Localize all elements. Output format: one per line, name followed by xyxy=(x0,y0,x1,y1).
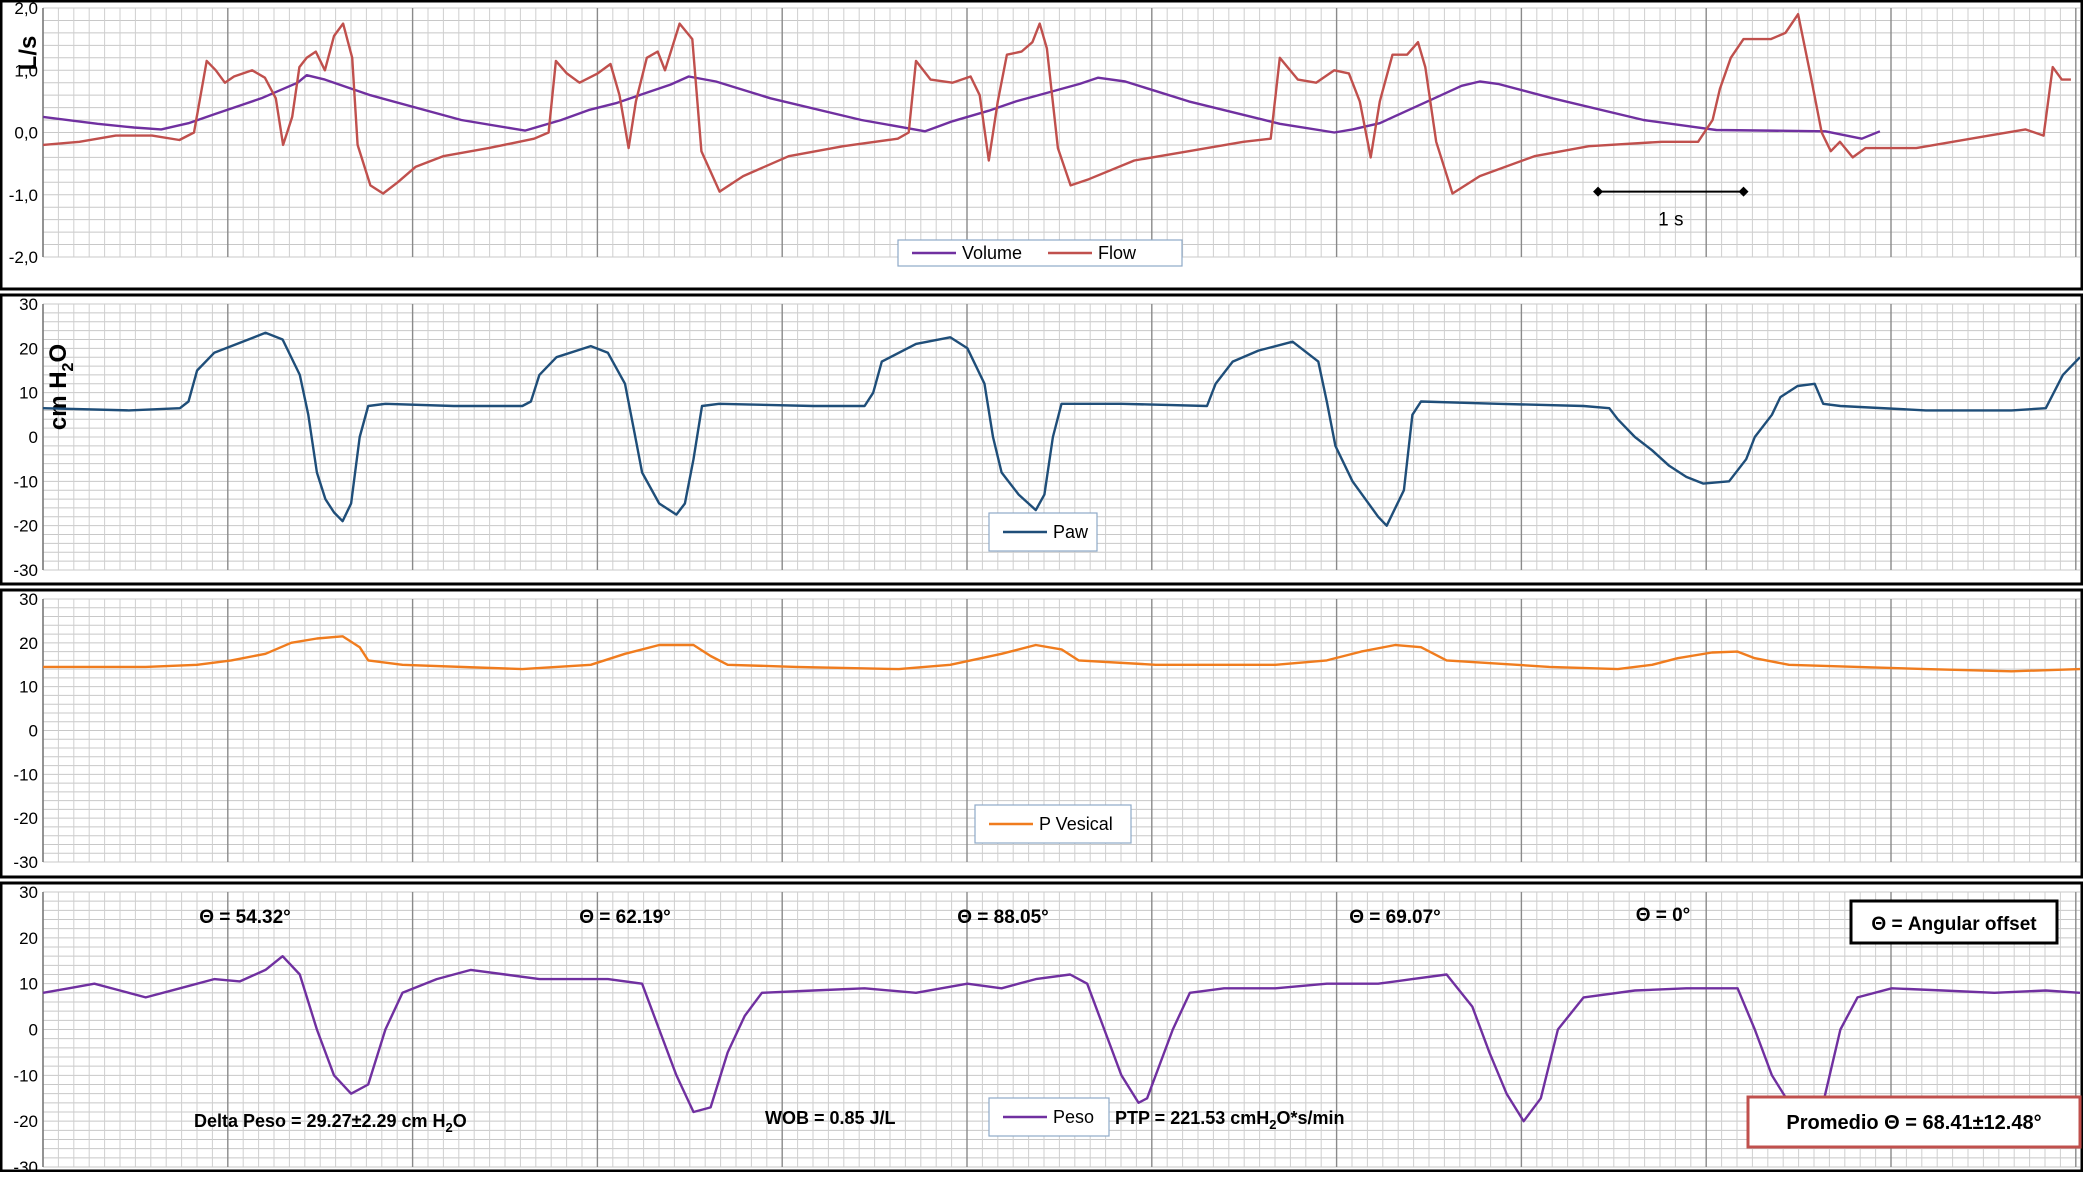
legend-2: Paw xyxy=(988,512,1098,552)
theta-label-1: Θ = 54.32° xyxy=(199,907,291,928)
y-tick-label: -30 xyxy=(13,561,38,580)
legend-label: Flow xyxy=(1098,243,1137,263)
y-tick-label: -30 xyxy=(13,1158,38,1172)
delta-peso-subscript: 2 xyxy=(446,1120,453,1135)
y-tick-label: -10 xyxy=(13,472,38,491)
legend-label: Paw xyxy=(1053,522,1089,542)
ptp-label: PTP = 221.53 cmH2O*s/min xyxy=(1115,1108,1345,1132)
theta-label-4: Θ = 69.07° xyxy=(1349,907,1441,928)
scale-bar-label: 1 s xyxy=(1658,210,1683,231)
y-axis-title-tail: O xyxy=(45,344,72,363)
chart-panel-4: 30 20 10 0 -10 -20 -30 Peso xyxy=(0,881,2083,1177)
y-axis-title: L/s xyxy=(15,36,42,71)
legend-label: Volume xyxy=(962,243,1022,263)
delta-peso-tail: O xyxy=(453,1111,467,1131)
legend-label: Peso xyxy=(1053,1107,1094,1127)
delta-peso-main: Delta Peso = 29.27±2.29 cm H xyxy=(194,1111,446,1131)
y-tick-label: 20 xyxy=(19,929,38,948)
y-tick-label: 10 xyxy=(19,384,38,403)
y-tick-label: -20 xyxy=(13,809,38,828)
y-axis-title: cm H2O xyxy=(45,344,77,430)
y-tick-label: -20 xyxy=(13,1112,38,1131)
annotations-group: Θ = 54.32° Θ = 62.19° Θ = 88.05° Θ = 69.… xyxy=(194,899,2082,1149)
y-tick-label: 30 xyxy=(19,295,38,314)
series-line-p-vesical xyxy=(43,635,2080,673)
y-tick-label: -10 xyxy=(13,1066,38,1085)
y-tick-label: 0 xyxy=(29,1021,38,1040)
scale-bar-end-marker xyxy=(1593,186,1604,197)
y-tick-label: 20 xyxy=(19,339,38,358)
y-tick-label: 0,0 xyxy=(14,124,38,143)
y-tick-label: -20 xyxy=(13,517,38,536)
legend-label: P Vesical xyxy=(1039,814,1113,834)
y-tick-label: -30 xyxy=(13,853,38,872)
series-line-peso xyxy=(43,955,2080,1123)
grid-2 xyxy=(42,303,2080,571)
y-tick-label: 30 xyxy=(19,590,38,609)
angular-offset-box xyxy=(1849,899,2059,945)
series-line-paw xyxy=(43,331,2080,527)
y-tick-label: 20 xyxy=(19,634,38,653)
y-tick-label: -1,0 xyxy=(9,186,38,205)
chart-panel-2: 30 20 10 0 -10 -20 -30 cm H2O Paw xyxy=(0,293,2083,586)
ptp-subscript: 2 xyxy=(1269,1117,1276,1132)
y-axis-title-main: cm H xyxy=(45,371,72,430)
theta-label-2: Θ = 62.19° xyxy=(579,907,671,928)
scale-bar-end-marker xyxy=(1738,186,1749,197)
legend-3: P Vesical xyxy=(974,804,1132,844)
series-line-flow xyxy=(43,13,2071,195)
y-tick-label: 0 xyxy=(29,428,38,447)
chart-panel-3: 30 20 10 0 -10 -20 -30 P Vesical xyxy=(0,588,2083,879)
legend-4: Peso xyxy=(988,1097,1110,1137)
y-tick-label: 30 xyxy=(19,883,38,902)
theta-label-3: Θ = 88.05° xyxy=(957,907,1049,928)
promedio-box xyxy=(1746,1095,2082,1149)
y-tick-label: 0 xyxy=(29,722,38,741)
chart-panel-1: 2,0 1,0 0,0 -1,0 -2,0 L/s 1 s Volume Flow xyxy=(0,0,2083,291)
y-axis-title-sub: 2 xyxy=(60,362,77,371)
promedio-label: Promedio Θ = 68.41±12.48° xyxy=(1786,1112,2041,1134)
legend-1: Volume Flow xyxy=(897,239,1183,267)
ptp-main: PTP = 221.53 cmH xyxy=(1115,1108,1269,1128)
ptp-tail: O*s/min xyxy=(1277,1108,1345,1128)
y-tick-label: 10 xyxy=(19,975,38,994)
delta-peso-label: Delta Peso = 29.27±2.29 cm H2O xyxy=(194,1111,467,1135)
y-tick-label: 1,0 xyxy=(14,61,38,80)
angular-offset-label: Θ = Angular offset xyxy=(1871,914,2037,935)
y-tick-label: -10 xyxy=(13,765,38,784)
theta-label-5: Θ = 0° xyxy=(1636,905,1691,926)
wob-label: WOB = 0.85 J/L xyxy=(765,1108,896,1128)
y-tick-label: 10 xyxy=(19,678,38,697)
y-tick-label: -2,0 xyxy=(9,248,38,267)
y-tick-label: 2,0 xyxy=(14,0,38,18)
series-line-volume xyxy=(43,74,1881,140)
